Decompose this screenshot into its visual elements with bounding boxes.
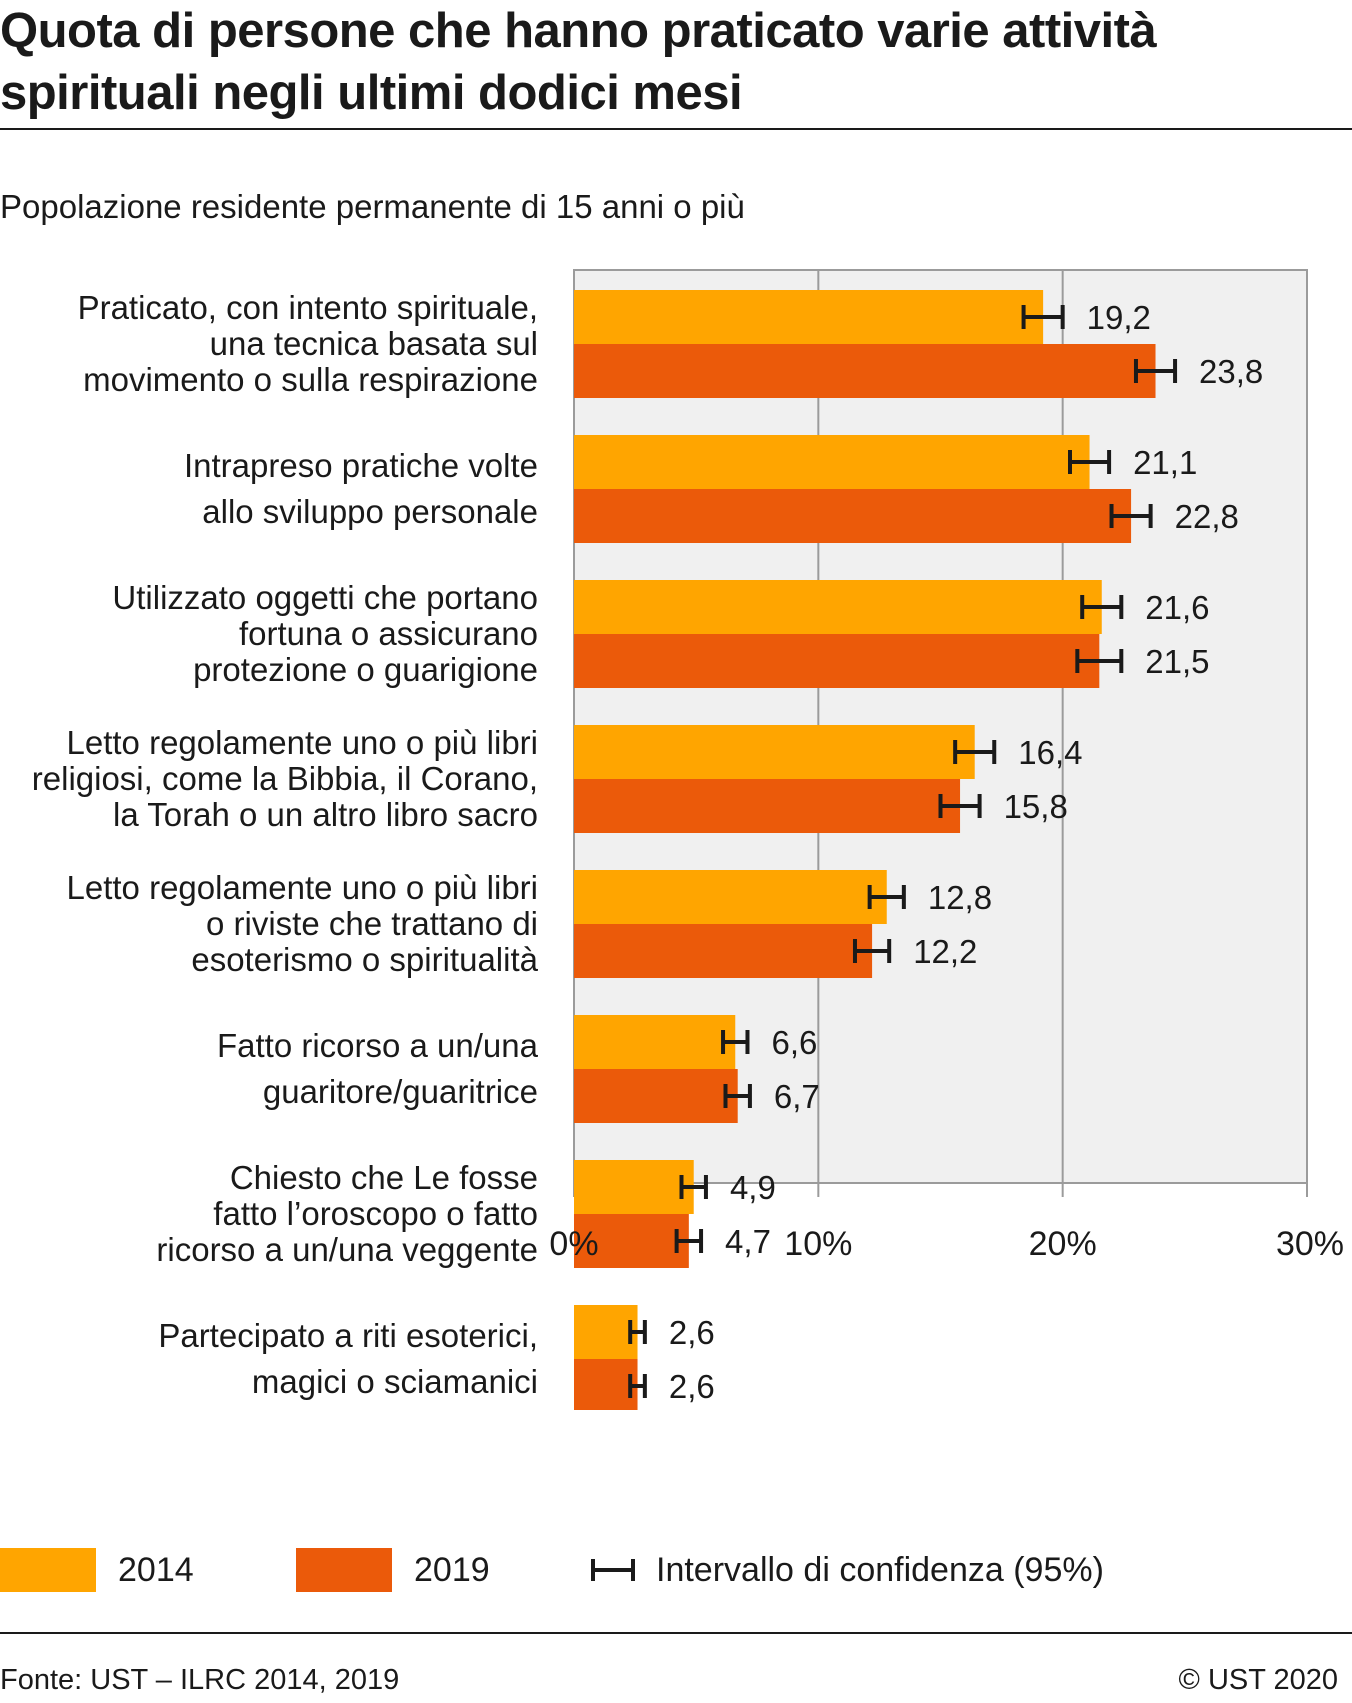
source-note: Fonte: UST – ILRC 2014, 2019 (0, 1664, 400, 1696)
category-label-6-line-0: Chiesto che Le fosse (230, 1159, 538, 1196)
value-label-2014-4: 12,8 (928, 879, 992, 916)
value-label-2019-1: 22,8 (1175, 498, 1239, 535)
bar-2014-5 (574, 1015, 736, 1069)
category-label-0-line-1: una tecnica basata sul (210, 325, 538, 362)
value-label-2019-2: 21,5 (1145, 643, 1209, 680)
bar-2019-6 (574, 1214, 689, 1268)
x-tick-label-10: 10% (784, 1225, 852, 1263)
value-label-2019-3: 15,8 (1004, 788, 1068, 825)
category-label-7: Partecipato a riti esoterici, magici o sc… (158, 1317, 538, 1400)
category-label-7-line-1: magici o sciamanici (252, 1363, 538, 1400)
legend-label-2019: 2019 (414, 1550, 490, 1589)
bar-2019-3 (574, 779, 961, 833)
bar-2014-3 (574, 725, 975, 779)
value-label-2014-7: 2,6 (669, 1314, 715, 1351)
title-rule (0, 128, 1352, 130)
chart-subtitle: Popolazione residente permanente di 15 a… (0, 188, 745, 225)
category-label-1-line-1: allo sviluppo personale (202, 493, 538, 530)
legend-swatch-2019 (296, 1548, 392, 1592)
category-label-0: Praticato, con intento spirituale, una te… (78, 289, 538, 398)
category-label-0-line-2: movimento o sulla respirazione (83, 361, 538, 398)
chart-title-line-1: Quota di persone che hanno praticato var… (0, 4, 1157, 58)
category-label-2-line-0: Utilizzato oggetti che portano (112, 579, 538, 616)
category-label-6-line-2: ricorso a un/una veggente (156, 1231, 538, 1268)
bar-2019-2 (574, 634, 1100, 688)
chart-title-line-2: spirituali negli ultimi dodici mesi (0, 66, 743, 120)
x-tick-label-30: 30% (1276, 1225, 1344, 1263)
copyright-note: © UST 2020 (1178, 1664, 1338, 1696)
legend-item-ci: Intervallo di confidenza (95%) (590, 1545, 1104, 1595)
category-label-4: Letto regolamente uno o più libri o rivis… (67, 869, 539, 978)
category-label-6: Chiesto che Le fosse fatto l’oroscopo o f… (156, 1159, 538, 1268)
x-tick-label-20: 20% (1029, 1225, 1097, 1263)
bar-2014-2 (574, 580, 1102, 634)
value-label-2014-6: 4,9 (730, 1169, 776, 1206)
category-label-5-line-1: guaritore/guaritrice (263, 1073, 538, 1110)
legend-label-2014: 2014 (118, 1550, 194, 1589)
bar-2014-4 (574, 870, 887, 924)
bar-2019-4 (574, 924, 873, 978)
value-label-2019-5: 6,7 (774, 1078, 820, 1115)
category-label-3-line-0: Letto regolamente uno o più libri (67, 724, 538, 761)
category-label-2: Utilizzato oggetti che portano fortuna o … (112, 579, 538, 688)
category-label-7-line-0: Partecipato a riti esoterici, (158, 1317, 538, 1354)
category-label-4-line-1: o riviste che trattano di (206, 905, 538, 942)
bar-2014-1 (574, 435, 1090, 489)
bar-2019-0 (574, 344, 1156, 398)
value-label-2019-6: 4,7 (725, 1223, 771, 1260)
error-bars (628, 305, 1178, 1398)
category-label-2-line-2: protezione o guarigione (193, 651, 538, 688)
value-label-2014-1: 21,1 (1133, 444, 1197, 481)
category-label-6-line-1: fatto l’oroscopo o fatto (213, 1195, 538, 1232)
category-label-2-line-1: fortuna o assicurano (239, 615, 538, 652)
legend: 2014 2019 Intervallo di confidenza (95%) (0, 1545, 1352, 1595)
bar-chart: 0% 10% 20% 30% 19,2 23,8 Praticato, con intent… (32, 269, 1344, 1410)
category-label-0-line-0: Praticato, con intento spirituale, (78, 289, 538, 326)
x-tick-label-0: 0% (549, 1225, 598, 1263)
category-label-1-line-0: Intrapreso pratiche volte (184, 447, 538, 484)
category-label-1: Intrapreso pratiche volte allo sviluppo p… (184, 447, 538, 530)
category-label-4-line-0: Letto regolamente uno o più libri (67, 869, 538, 906)
category-label-3: Letto regolamente uno o più libri religio… (32, 724, 538, 833)
legend-swatch-2014 (0, 1548, 96, 1592)
confidence-interval-icon (591, 1559, 635, 1581)
value-label-2019-0: 23,8 (1199, 353, 1263, 390)
category-label-4-line-2: esoterismo o spiritualità (191, 941, 538, 978)
value-label-2014-3: 16,4 (1018, 734, 1082, 771)
bar-2014-6 (574, 1160, 694, 1214)
value-label-2014-0: 19,2 (1087, 299, 1151, 336)
value-label-2019-7: 2,6 (669, 1368, 715, 1405)
bar-2019-1 (574, 489, 1132, 543)
bar-2019-7 (574, 1359, 638, 1410)
category-label-3-line-2: la Torah o un altro libro sacro (113, 796, 538, 833)
legend-item-2019: 2019 (296, 1545, 490, 1595)
bars (574, 290, 1156, 1410)
category-label-3-line-1: religiosi, come la Bibbia, il Corano, (32, 760, 538, 797)
value-label-2019-4: 12,2 (913, 933, 977, 970)
labels: 0% 10% 20% 30% 19,2 23,8 Praticato, con intent… (32, 289, 1344, 1405)
category-label-5-line-0: Fatto ricorso a un/una (217, 1027, 539, 1064)
bar-2014-0 (574, 290, 1044, 344)
category-label-5: Fatto ricorso a un/una guaritore/guaritri… (217, 1027, 539, 1110)
legend-label-ci: Intervallo di confidenza (95%) (656, 1550, 1104, 1589)
footer-rule (0, 1632, 1352, 1634)
bar-2019-5 (574, 1069, 738, 1123)
chart-title: Quota di persone che hanno praticato var… (0, 0, 1352, 124)
bar-2014-7 (574, 1305, 638, 1359)
value-label-2014-2: 21,6 (1145, 589, 1209, 626)
legend-item-2014: 2014 (0, 1545, 194, 1595)
value-label-2014-5: 6,6 (771, 1024, 817, 1061)
